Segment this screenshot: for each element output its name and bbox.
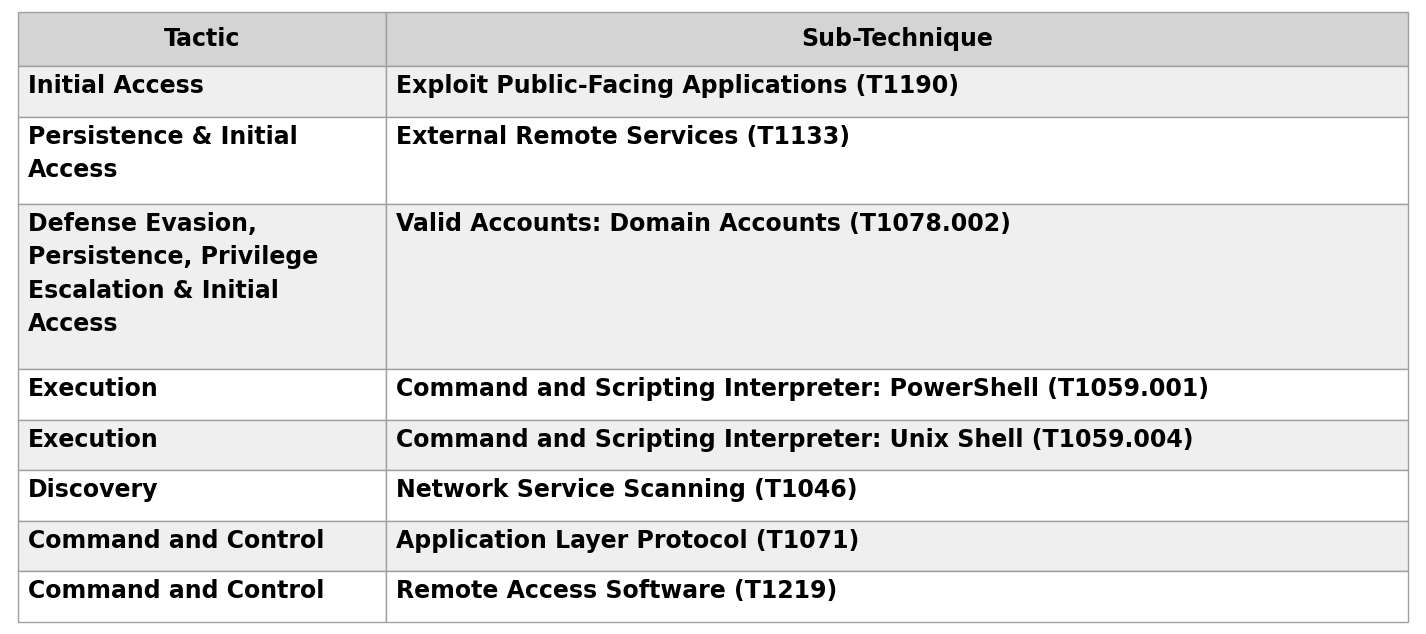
Bar [386,571,1407,622]
Bar [386,204,1407,369]
Bar [19,66,386,117]
Text: Command and Scripting Interpreter: Unix Shell (T1059.004): Command and Scripting Interpreter: Unix … [396,428,1194,452]
Bar [386,117,1407,204]
Text: Defense Evasion,
Persistence, Privilege
Escalation & Initial
Access: Defense Evasion, Persistence, Privilege … [29,212,318,336]
Bar [19,470,386,521]
Text: Command and Scripting Interpreter: PowerShell (T1059.001): Command and Scripting Interpreter: Power… [396,377,1209,401]
Text: Execution: Execution [29,428,158,452]
Text: Command and Control: Command and Control [29,529,324,553]
Text: Network Service Scanning (T1046): Network Service Scanning (T1046) [396,479,858,502]
Bar [386,369,1407,420]
Text: Sub-Technique: Sub-Technique [801,27,992,51]
Text: Command and Control: Command and Control [29,579,324,604]
Text: Initial Access: Initial Access [29,74,204,98]
Text: Persistence & Initial
Access: Persistence & Initial Access [29,124,298,182]
Text: Remote Access Software (T1219): Remote Access Software (T1219) [396,579,837,604]
Bar [19,369,386,420]
Bar [19,420,386,470]
Text: Execution: Execution [29,377,158,401]
Bar [19,521,386,571]
Bar [386,470,1407,521]
Bar [386,12,1407,66]
Text: Application Layer Protocol (T1071): Application Layer Protocol (T1071) [396,529,860,553]
Text: Exploit Public-Facing Applications (T1190): Exploit Public-Facing Applications (T119… [396,74,960,98]
Text: Valid Accounts: Domain Accounts (T1078.002): Valid Accounts: Domain Accounts (T1078.0… [396,212,1011,236]
Bar [386,420,1407,470]
Text: Tactic: Tactic [164,27,241,51]
Text: Discovery: Discovery [29,479,158,502]
Bar [19,204,386,369]
Bar [19,571,386,622]
Bar [19,12,386,66]
Bar [19,117,386,204]
Text: External Remote Services (T1133): External Remote Services (T1133) [396,124,850,148]
Bar [386,66,1407,117]
Bar [386,521,1407,571]
